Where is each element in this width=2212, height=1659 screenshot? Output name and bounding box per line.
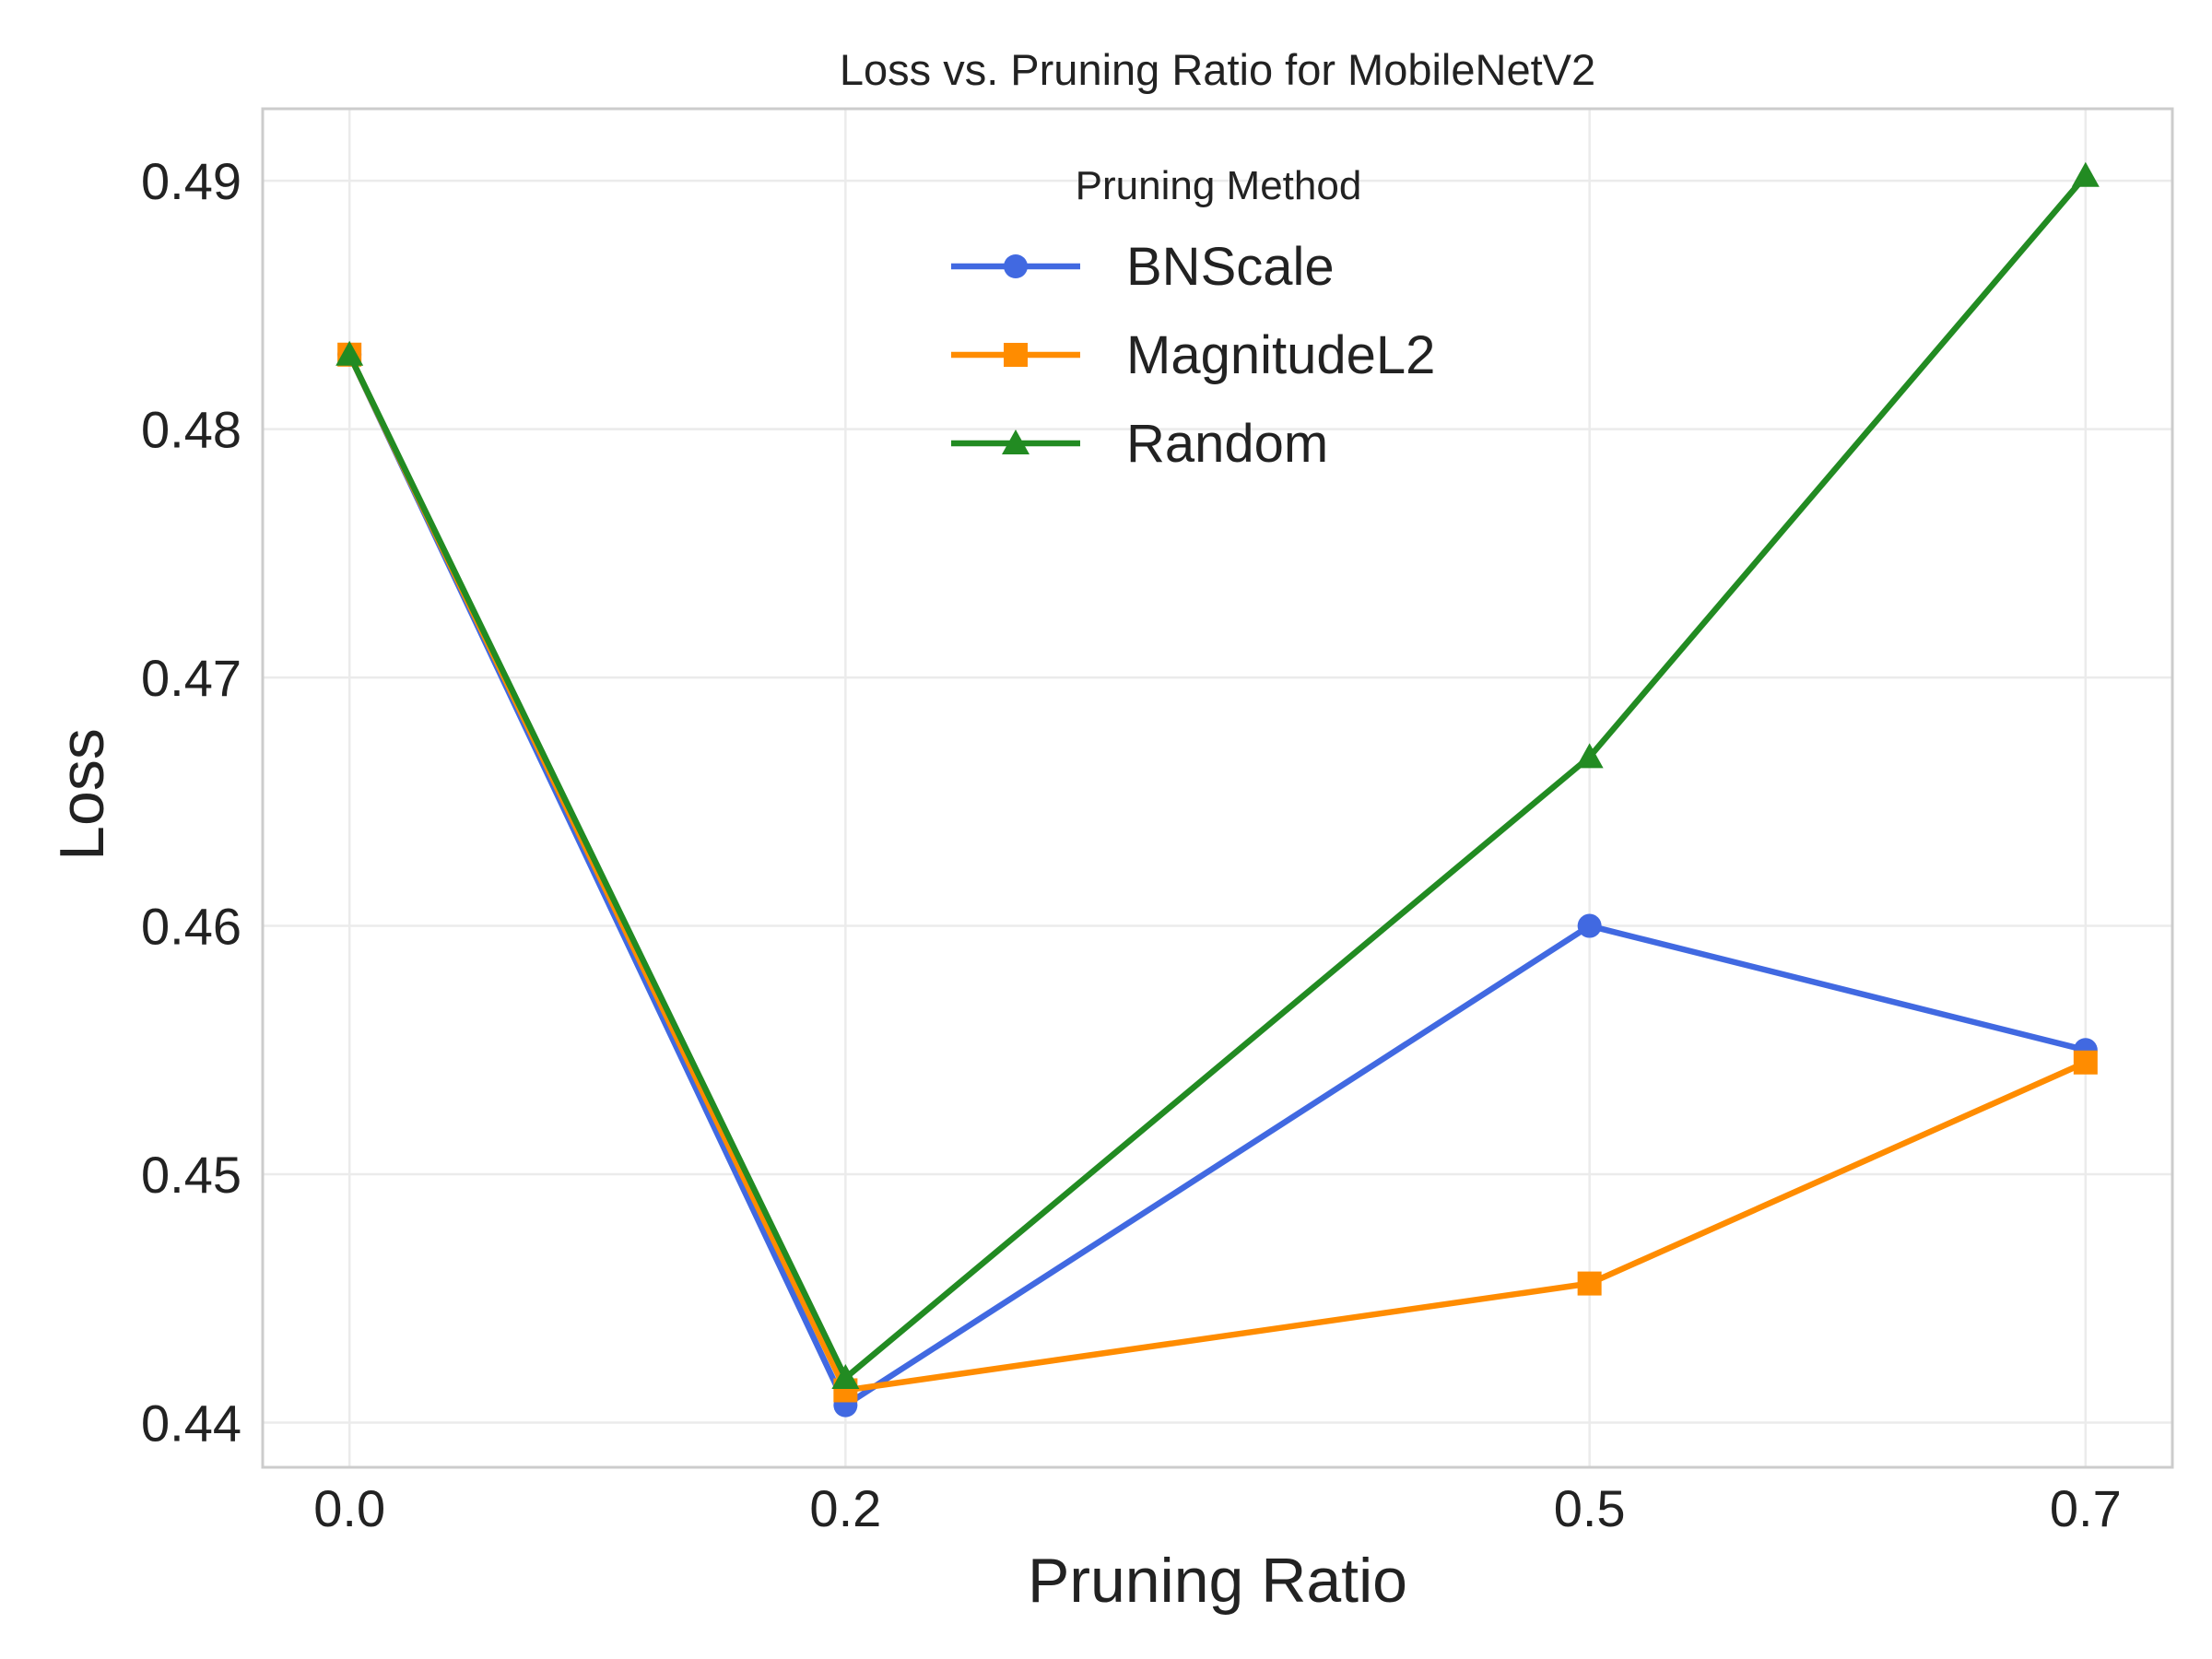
plot-frame xyxy=(261,107,2174,1469)
y-tick-label: 0.46 xyxy=(141,898,241,956)
legend-entries: BNScale MagnitudeL2 Random xyxy=(951,237,1435,474)
data-point-bnscale xyxy=(1577,913,1602,938)
chart-title: Loss vs. Pruning Ratio for MobileNetV2 xyxy=(840,45,1595,94)
legend-swatch-marker xyxy=(1004,254,1028,278)
data-point-random xyxy=(831,1363,860,1389)
legend: Pruning Method BNScale MagnitudeL2 Random xyxy=(951,163,1435,474)
grid-lines xyxy=(263,109,2172,1467)
legend-label: Random xyxy=(1126,414,1328,474)
y-tick-label: 0.45 xyxy=(141,1146,241,1204)
data-point-random xyxy=(2071,161,2100,187)
series-lines xyxy=(335,161,2100,1418)
legend-title: Pruning Method xyxy=(1076,163,1362,208)
legend-item-bnscale: BNScale xyxy=(951,237,1335,297)
series-random xyxy=(335,161,2100,1389)
plot-background xyxy=(263,109,2172,1467)
legend-label: MagnitudeL2 xyxy=(1126,325,1435,385)
x-axis-ticks: 0.0 0.2 0.5 0.7 xyxy=(313,1479,2121,1537)
data-point-random xyxy=(1575,743,1604,769)
y-tick-label: 0.44 xyxy=(141,1394,241,1452)
x-tick-label: 0.7 xyxy=(2050,1479,2122,1537)
legend-swatch-marker xyxy=(1002,429,1030,454)
series-line-random xyxy=(347,173,2088,1382)
legend-item-magnitudel2: MagnitudeL2 xyxy=(951,325,1435,385)
y-axis-label: Loss xyxy=(47,728,117,861)
x-tick-label: 0.0 xyxy=(313,1479,385,1537)
x-tick-label: 0.2 xyxy=(809,1479,881,1537)
y-tick-label: 0.49 xyxy=(141,152,241,210)
data-point-magnitudel2 xyxy=(1577,1271,1602,1296)
x-axis-label: Pruning Ratio xyxy=(1028,1546,1407,1616)
legend-item-random: Random xyxy=(951,414,1328,474)
y-tick-label: 0.48 xyxy=(141,401,241,459)
x-tick-label: 0.5 xyxy=(1554,1479,1626,1537)
y-axis-ticks: 0.44 0.45 0.46 0.47 0.48 0.49 xyxy=(141,152,241,1452)
data-point-magnitudel2 xyxy=(2073,1050,2098,1075)
y-tick-label: 0.47 xyxy=(141,649,241,707)
data-point-random xyxy=(335,340,364,366)
legend-label: BNScale xyxy=(1126,237,1335,297)
legend-swatch-marker xyxy=(1004,343,1028,367)
series-line-bnscale xyxy=(347,353,2087,1408)
